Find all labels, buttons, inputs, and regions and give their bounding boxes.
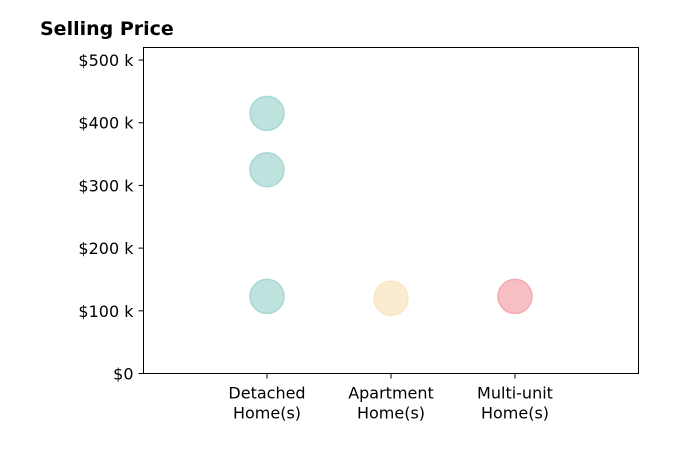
y-axis: $0 $100 k $200 k $300 k $400 k $500 k (78, 51, 144, 384)
data-point (497, 278, 533, 315)
y-tick-label: $400 k (78, 114, 134, 133)
data-point (249, 152, 285, 188)
data-point (373, 280, 409, 317)
x-tick-label: Home(s) (481, 404, 549, 423)
y-tick-label: $100 k (78, 302, 134, 321)
x-tick-label: Apartment (348, 384, 434, 403)
x-tick-label: Home(s) (357, 404, 425, 423)
x-axis: DetachedHome(s)ApartmentHome(s)Multi-uni… (228, 373, 553, 423)
data-point (249, 95, 285, 132)
chart-title: Selling Price (40, 18, 174, 40)
data-point (249, 278, 285, 315)
x-tick-label: Detached (228, 384, 305, 403)
x-tick-label: Multi-unit (477, 384, 553, 403)
y-tick-label: $0 (113, 365, 133, 384)
y-tick-label: $500 k (78, 51, 134, 70)
data-points (249, 95, 533, 317)
plot-frame (143, 47, 639, 374)
y-tick-label: $200 k (78, 239, 134, 258)
y-tick-label: $300 k (78, 176, 134, 195)
x-tick-label: Home(s) (233, 404, 301, 423)
